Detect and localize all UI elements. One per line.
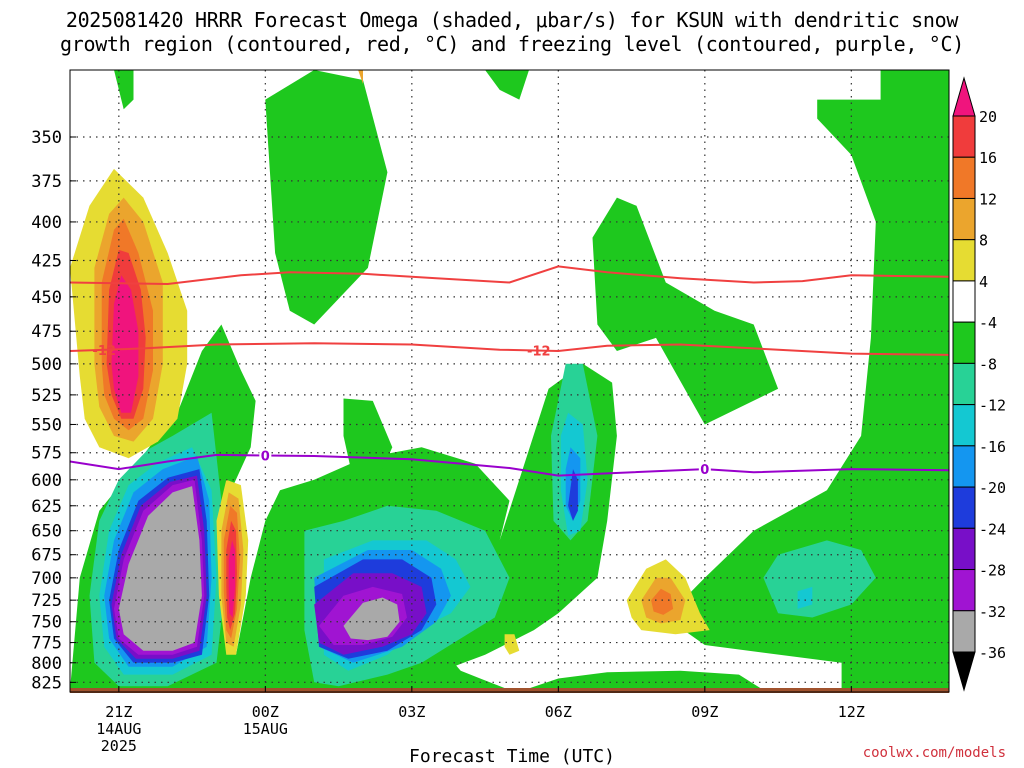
colorbar-segment bbox=[952, 445, 976, 488]
y-tick-label: 475 bbox=[31, 322, 62, 342]
y-tick-label: 775 bbox=[31, 634, 62, 654]
colorbar-label: 12 bbox=[979, 190, 997, 208]
colorbar-segment bbox=[952, 197, 976, 241]
x-tick-label: 2025 bbox=[101, 737, 137, 755]
colorbar-label: -24 bbox=[979, 520, 1006, 538]
freezing-level-contour bbox=[70, 453, 949, 477]
dgz-contour-lower bbox=[70, 342, 949, 356]
omega-region bbox=[358, 70, 363, 84]
freezing-label-bg bbox=[698, 462, 711, 477]
y-tick-label: 425 bbox=[31, 251, 62, 271]
x-tick-label: 12Z bbox=[838, 703, 865, 721]
colorbar-segment bbox=[952, 115, 976, 158]
colorbar-segment bbox=[952, 280, 976, 323]
omega-region bbox=[665, 70, 949, 690]
y-tick-label: 675 bbox=[31, 546, 62, 566]
colorbar-label: -8 bbox=[979, 355, 997, 373]
colorbar-label: 16 bbox=[979, 149, 997, 167]
y-tick-label: 450 bbox=[31, 288, 62, 308]
colorbar-bottom-triangle bbox=[952, 651, 976, 692]
omega-shading bbox=[70, 70, 949, 690]
omega-region bbox=[504, 634, 520, 655]
omega-region bbox=[114, 70, 134, 110]
freezing-contour-label: 0 bbox=[700, 463, 709, 478]
dgz-contour-label: -12 bbox=[92, 344, 116, 359]
colorbar-segment bbox=[952, 239, 976, 282]
contours: -12 -12 0 0 bbox=[70, 265, 949, 478]
y-tick-label: 575 bbox=[31, 444, 62, 464]
title-line-1: 2025081420 HRRR Forecast Omega (shaded, … bbox=[65, 8, 959, 32]
y-tick-label: 825 bbox=[31, 673, 62, 693]
title-line-2: growth region (contoured, red, °C) and f… bbox=[59, 32, 965, 56]
omega-region bbox=[797, 586, 813, 609]
x-tick-label: 14AUG bbox=[96, 720, 141, 738]
y-tick-label: 750 bbox=[31, 613, 62, 633]
y-tick-label: 700 bbox=[31, 569, 62, 589]
chart-title: 2025081420 HRRR Forecast Omega (shaded, … bbox=[0, 8, 1024, 56]
freezing-label-bg bbox=[259, 448, 272, 463]
y-tick-label: 625 bbox=[31, 497, 62, 517]
omega-region bbox=[228, 540, 236, 618]
colorbar-segment bbox=[952, 156, 976, 199]
omega-region bbox=[111, 275, 139, 413]
colorbar-segment bbox=[952, 404, 976, 447]
colorbar-segment bbox=[952, 486, 976, 529]
colorbar-segment bbox=[952, 527, 976, 571]
y-tick-label: 800 bbox=[31, 654, 62, 674]
ground-strip bbox=[70, 688, 949, 693]
colorbar-label: 20 bbox=[979, 108, 997, 126]
omega-region bbox=[524, 670, 764, 690]
omega-region bbox=[763, 540, 876, 618]
colorbar-label: -4 bbox=[979, 314, 997, 332]
y-tick-label: 500 bbox=[31, 355, 62, 375]
x-axis-label: Forecast Time (UTC) bbox=[409, 746, 615, 767]
x-tick-label: 09Z bbox=[691, 703, 718, 721]
omega-region bbox=[568, 469, 578, 521]
y-tick-label: 600 bbox=[31, 471, 62, 491]
y-tick-label: 725 bbox=[31, 591, 62, 611]
dgz-contour-upper bbox=[70, 265, 949, 286]
plot-frame bbox=[69, 69, 950, 693]
x-tick-label: 06Z bbox=[545, 703, 572, 721]
colorbar-label: -28 bbox=[979, 562, 1006, 580]
colorbar-segment bbox=[952, 321, 976, 364]
colorbar-label: -36 bbox=[979, 644, 1006, 662]
colorbar: 20 16 12 8 4 -4 -8 -12 -16 -20 -24 -28 -32 -36 bbox=[952, 76, 1006, 692]
dgz-contour-label: -12 bbox=[527, 345, 551, 360]
colorbar-label: -16 bbox=[979, 438, 1006, 456]
x-tick-label: 00Z bbox=[252, 703, 279, 721]
omega-region bbox=[592, 197, 779, 425]
colorbar-label: 8 bbox=[979, 232, 988, 250]
colorbar-top-triangle bbox=[952, 76, 976, 117]
credit-text: coolwx.com/models bbox=[862, 745, 1006, 761]
omega-region bbox=[651, 588, 674, 615]
colorbar-label: -32 bbox=[979, 603, 1006, 621]
omega-region bbox=[343, 398, 393, 480]
colorbar-label: 4 bbox=[979, 273, 988, 291]
y-axis: 350 375 400 425 450 475 500 525 550 575 600 625 650 6… bbox=[31, 128, 76, 693]
omega-region bbox=[343, 597, 400, 641]
y-tick-label: 650 bbox=[31, 522, 62, 542]
colorbar-segment bbox=[952, 610, 976, 653]
y-tick-label: 350 bbox=[31, 128, 62, 148]
omega-region bbox=[118, 486, 202, 651]
colorbar-segment bbox=[952, 569, 976, 612]
y-tick-label: 550 bbox=[31, 415, 62, 435]
colorbar-segment bbox=[952, 362, 976, 406]
y-tick-label: 375 bbox=[31, 172, 62, 192]
x-tick-label: 03Z bbox=[398, 703, 425, 721]
x-tick-label: 15AUG bbox=[243, 720, 288, 738]
y-tick-label: 525 bbox=[31, 386, 62, 406]
colorbar-label: -20 bbox=[979, 479, 1006, 497]
y-tick-label: 400 bbox=[31, 213, 62, 233]
freezing-contour-label: 0 bbox=[261, 449, 270, 464]
colorbar-label: -12 bbox=[979, 397, 1006, 415]
x-tick-label: 21Z bbox=[105, 703, 132, 721]
omega-region bbox=[485, 70, 529, 100]
